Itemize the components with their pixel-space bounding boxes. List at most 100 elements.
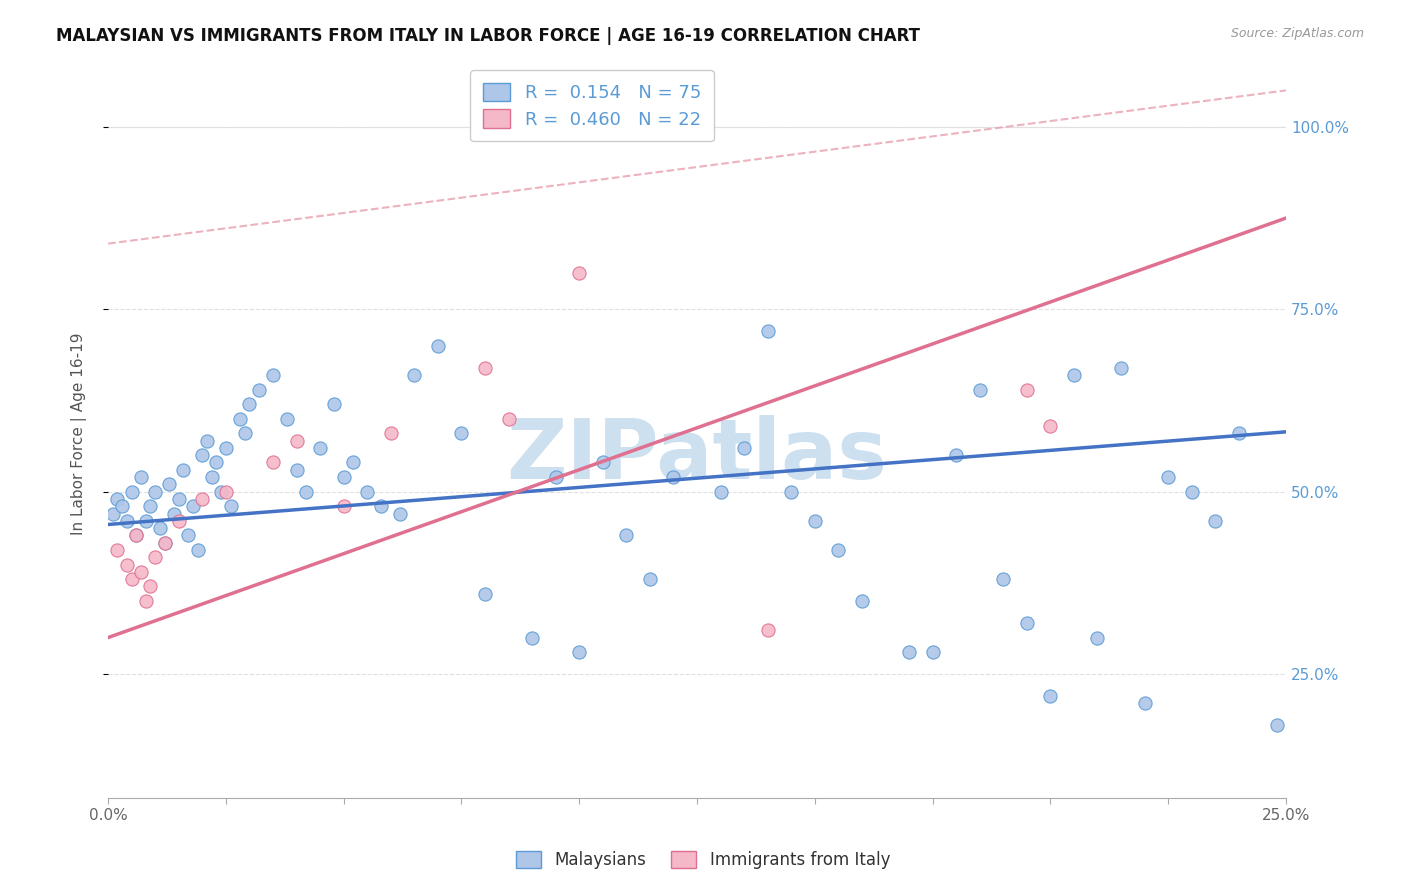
Point — [1063, 368, 1085, 382]
Point — [1039, 689, 1062, 703]
Point — [167, 514, 190, 528]
Point — [780, 484, 803, 499]
Point — [181, 500, 204, 514]
Text: Source: ZipAtlas.com: Source: ZipAtlas.com — [1230, 27, 1364, 40]
Point — [756, 624, 779, 638]
Point — [195, 434, 218, 448]
Point — [143, 484, 166, 499]
Text: MALAYSIAN VS IMMIGRANTS FROM ITALY IN LABOR FORCE | AGE 16-19 CORRELATION CHART: MALAYSIAN VS IMMIGRANTS FROM ITALY IN LA… — [56, 27, 921, 45]
Point — [404, 368, 426, 382]
Point — [209, 484, 232, 499]
Point — [139, 500, 162, 514]
Point — [1087, 631, 1109, 645]
Point — [969, 383, 991, 397]
Point — [426, 339, 449, 353]
Point — [215, 484, 238, 499]
Point — [638, 572, 661, 586]
Point — [262, 455, 284, 469]
Point — [520, 631, 543, 645]
Point — [229, 411, 252, 425]
Point — [945, 448, 967, 462]
Point — [191, 491, 214, 506]
Point — [177, 528, 200, 542]
Point — [295, 484, 318, 499]
Point — [129, 565, 152, 579]
Y-axis label: In Labor Force | Age 16-19: In Labor Force | Age 16-19 — [72, 332, 87, 534]
Point — [187, 543, 209, 558]
Point — [191, 448, 214, 462]
Point — [1039, 419, 1062, 434]
Point — [1265, 718, 1288, 732]
Point — [709, 484, 731, 499]
Point — [309, 441, 332, 455]
Point — [129, 470, 152, 484]
Point — [121, 572, 143, 586]
Point — [733, 441, 755, 455]
Point — [1015, 383, 1038, 397]
Point — [592, 455, 614, 469]
Point — [370, 500, 392, 514]
Point — [121, 484, 143, 499]
Point — [115, 514, 138, 528]
Point — [153, 535, 176, 549]
Point — [356, 484, 378, 499]
Point — [898, 645, 921, 659]
Point — [1181, 484, 1204, 499]
Point — [1157, 470, 1180, 484]
Point — [827, 543, 849, 558]
Point — [1227, 426, 1250, 441]
Point — [285, 434, 308, 448]
Point — [172, 463, 194, 477]
Point — [498, 411, 520, 425]
Point — [205, 455, 228, 469]
Point — [163, 507, 186, 521]
Point — [474, 587, 496, 601]
Point — [568, 266, 591, 280]
Point — [135, 514, 157, 528]
Point — [1109, 360, 1132, 375]
Point — [167, 491, 190, 506]
Point — [993, 572, 1015, 586]
Point — [285, 463, 308, 477]
Point — [450, 426, 472, 441]
Point — [135, 594, 157, 608]
Point — [1015, 615, 1038, 630]
Point — [153, 535, 176, 549]
Point — [1204, 514, 1226, 528]
Point — [143, 550, 166, 565]
Point — [149, 521, 172, 535]
Point — [568, 645, 591, 659]
Point — [389, 507, 412, 521]
Point — [101, 507, 124, 521]
Point — [276, 411, 298, 425]
Point — [662, 470, 685, 484]
Point — [1133, 696, 1156, 710]
Point — [332, 470, 354, 484]
Point — [157, 477, 180, 491]
Point — [247, 383, 270, 397]
Point — [323, 397, 346, 411]
Point — [474, 360, 496, 375]
Point — [921, 645, 943, 659]
Point — [125, 528, 148, 542]
Point — [756, 324, 779, 338]
Point — [107, 543, 129, 558]
Point — [380, 426, 402, 441]
Point — [238, 397, 260, 411]
Point — [804, 514, 827, 528]
Point — [342, 455, 364, 469]
Point — [332, 500, 354, 514]
Legend: Malaysians, Immigrants from Italy: Malaysians, Immigrants from Italy — [506, 841, 900, 880]
Point — [111, 500, 134, 514]
Point — [215, 441, 238, 455]
Text: ZIPatlas: ZIPatlas — [506, 415, 887, 496]
Point — [851, 594, 873, 608]
Point — [233, 426, 256, 441]
Point — [614, 528, 637, 542]
Point — [115, 558, 138, 572]
Point — [125, 528, 148, 542]
Point — [262, 368, 284, 382]
Point — [107, 491, 129, 506]
Legend: R =  0.154   N = 75, R =  0.460   N = 22: R = 0.154 N = 75, R = 0.460 N = 22 — [471, 70, 714, 142]
Point — [139, 580, 162, 594]
